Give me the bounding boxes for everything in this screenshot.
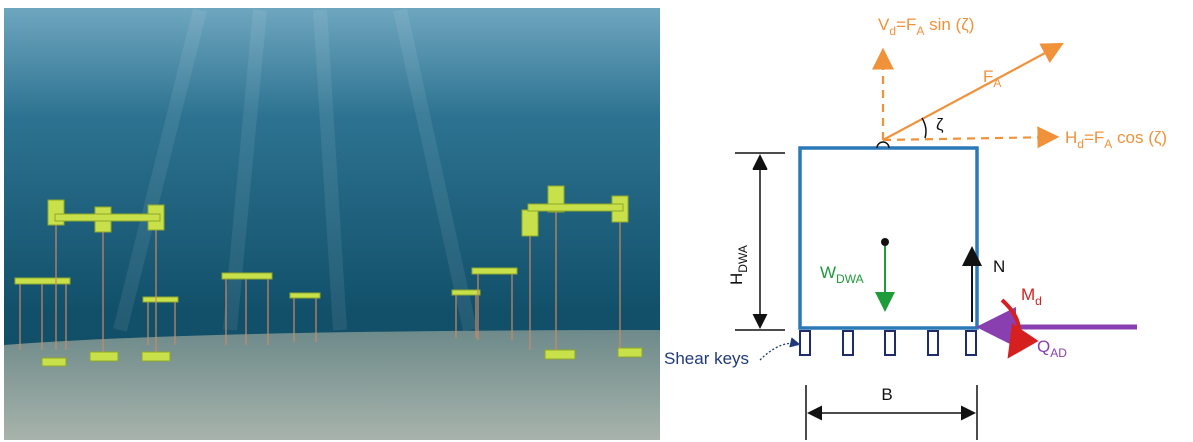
label-text: =F xyxy=(1084,128,1104,147)
underwater-scene xyxy=(4,8,660,440)
label-text: B xyxy=(881,385,892,404)
angle-arc xyxy=(922,118,926,138)
label-text: sin (ζ) xyxy=(924,15,974,34)
weight-label: WDWA xyxy=(820,263,864,286)
anchor-block xyxy=(800,148,977,328)
label-text: Shear keys xyxy=(664,349,749,368)
label-text: V xyxy=(878,15,890,34)
subscript: d xyxy=(889,24,896,38)
label-text: ζ xyxy=(936,115,944,134)
horizontal-force-label: Hd=FA cos (ζ) xyxy=(1065,128,1167,151)
free-body-diagram: Vd=FA sin (ζ) FA ζ Hd=FA cos (ζ) HDWA WD… xyxy=(664,15,1167,440)
shear-keys-rects xyxy=(800,331,976,355)
subscript: d xyxy=(1077,137,1084,151)
label-text: =F xyxy=(896,15,916,34)
subscript: AD xyxy=(1050,346,1067,360)
subscript: A xyxy=(1104,137,1112,151)
label-text: F xyxy=(983,67,993,86)
angle-label: ζ xyxy=(936,115,944,134)
normal-label: N xyxy=(993,257,1005,276)
subscript: A xyxy=(993,76,1001,90)
shear-keys-label: Shear keys xyxy=(664,349,749,368)
label-text: N xyxy=(993,257,1005,276)
anchor-force-arrow xyxy=(883,45,1060,140)
label-text: Q xyxy=(1037,337,1050,356)
moment-label: Md xyxy=(1021,285,1042,308)
label-text: H xyxy=(727,273,746,285)
shear-force-label: QAD xyxy=(1037,337,1067,360)
shear-keys-pointer xyxy=(760,343,798,360)
subscript: DWA xyxy=(836,272,864,286)
height-label: HDWA xyxy=(727,245,750,285)
horizontal-arrow xyxy=(883,137,1055,140)
width-label: B xyxy=(881,385,892,404)
label-text: M xyxy=(1021,285,1035,304)
anchor-force-label: FA xyxy=(983,67,1001,90)
label-text: W xyxy=(820,263,836,282)
subscript: d xyxy=(1035,294,1042,308)
subscript: A xyxy=(916,24,924,38)
figure: Vd=FA sin (ζ) FA ζ Hd=FA cos (ζ) HDWA WD… xyxy=(0,0,1193,442)
subscript: DWA xyxy=(736,245,750,273)
label-text: H xyxy=(1065,128,1077,147)
center-of-gravity xyxy=(881,238,889,246)
vertical-force-label: Vd=FA sin (ζ) xyxy=(878,15,974,38)
label-text: cos (ζ) xyxy=(1112,128,1167,147)
